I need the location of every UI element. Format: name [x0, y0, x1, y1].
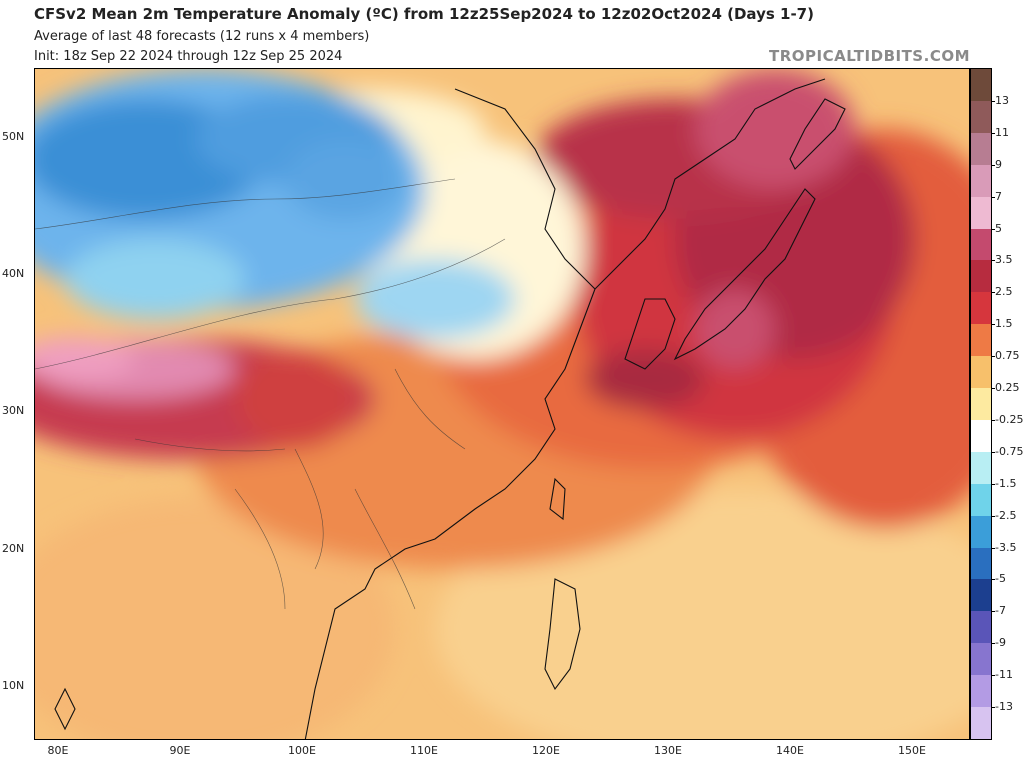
lon-label-90e: 90E: [169, 744, 191, 757]
colorbar-tick: [992, 707, 995, 709]
lon-label-130e: 130E: [654, 744, 682, 757]
brand-watermark: TROPICALTIDBITS.COM: [769, 47, 970, 65]
colorbar-label: 2.5: [995, 285, 1013, 299]
colorbar-tick: [992, 260, 995, 262]
colorbar-segment: [971, 324, 991, 357]
temperature-anomaly-map: [34, 68, 970, 740]
colorbar-label: 1.5: [995, 317, 1013, 331]
colorbar-label: -9: [995, 636, 1006, 650]
colorbar-segment: [971, 451, 991, 485]
colorbar-tick: [992, 324, 995, 326]
colorbar-label: 5: [995, 221, 1002, 235]
lat-label-40n: 40N: [2, 267, 25, 280]
lat-label-30n: 30N: [2, 404, 25, 417]
colorbar-segment: [971, 675, 991, 708]
anomaly-field: [35, 69, 969, 739]
colorbar-label: 0.75: [995, 349, 1020, 363]
colorbar-segment: [971, 196, 991, 229]
map-canvas: [35, 69, 969, 739]
lat-label-10n: 10N: [2, 679, 25, 692]
colorbar-label: 9: [995, 157, 1002, 171]
colorbar-tick: [992, 579, 995, 581]
lon-label-120e: 120E: [532, 744, 560, 757]
colorbar-segment: [971, 579, 991, 612]
lat-label-20n: 20N: [2, 542, 25, 555]
colorbar-tick: [992, 356, 995, 358]
colorbar-segment: [971, 292, 991, 325]
colorbar-label: -0.75: [995, 444, 1024, 458]
colorbar-tick: [992, 611, 995, 613]
colorbar-tick: [992, 228, 995, 230]
colorbar-label: -11: [995, 668, 1013, 682]
colorbar-label: 7: [995, 189, 1002, 203]
colorbar-segment: [971, 132, 991, 166]
colorbar-segment: [971, 388, 991, 421]
colorbar-segment: [971, 483, 991, 517]
lon-label-150e: 150E: [898, 744, 926, 757]
colorbar-segment: [971, 707, 991, 740]
colorbar-tick: [992, 451, 995, 453]
colorbar-tick: [992, 164, 995, 166]
colorbar-label: -0.25: [995, 412, 1024, 426]
colorbar-tick: [992, 675, 995, 677]
lon-label-100e: 100E: [288, 744, 316, 757]
colorbar-tick: [992, 547, 995, 549]
page-title: CFSv2 Mean 2m Temperature Anomaly (ºC) f…: [34, 5, 814, 23]
colorbar-segment: [971, 419, 991, 453]
init-time: Init: 18z Sep 22 2024 through 12z Sep 25…: [34, 49, 343, 64]
colorbar-segment: [971, 547, 991, 580]
colorbar-tick: [992, 196, 995, 198]
colorbar-label: 11: [995, 125, 1009, 139]
colorbar-segment: [971, 611, 991, 644]
colorbar-label: 13: [995, 93, 1009, 107]
colorbar-label: -7: [995, 604, 1006, 618]
colorbar-segment: [971, 515, 991, 549]
colorbar-segment: [971, 228, 991, 261]
colorbar-label: -1.5: [995, 476, 1017, 490]
coastlines: [54, 78, 846, 739]
colorbar-tick: [992, 483, 995, 485]
colorbar-tick: [992, 100, 995, 102]
colorbar-label: -3.5: [995, 540, 1017, 554]
colorbar-label: -2.5: [995, 508, 1017, 522]
colorbar-tick: [992, 515, 995, 517]
colorbar-tick: [992, 419, 995, 421]
colorbar: [970, 68, 992, 740]
colorbar-segment: [971, 69, 991, 102]
colorbar-segment: [971, 100, 991, 134]
lon-label-140e: 140E: [776, 744, 804, 757]
colorbar-segment: [971, 643, 991, 676]
subtitle: Average of last 48 forecasts (12 runs x …: [34, 29, 370, 44]
colorbar-tick: [992, 643, 995, 645]
colorbar-tick: [992, 292, 995, 294]
colorbar-tick: [992, 388, 995, 390]
lon-label-80e: 80E: [47, 744, 69, 757]
colorbar-label: -13: [995, 700, 1013, 714]
lat-label-50n: 50N: [2, 130, 25, 143]
colorbar-tick: [992, 132, 995, 134]
colorbar-label: -5: [995, 572, 1006, 586]
lon-label-110e: 110E: [410, 744, 438, 757]
colorbar-label: 0.25: [995, 381, 1020, 395]
colorbar-segment: [971, 260, 991, 293]
colorbar-label: 3.5: [995, 253, 1013, 267]
admin-borders: [35, 178, 506, 610]
colorbar-segment: [971, 164, 991, 198]
colorbar-segment: [971, 356, 991, 389]
